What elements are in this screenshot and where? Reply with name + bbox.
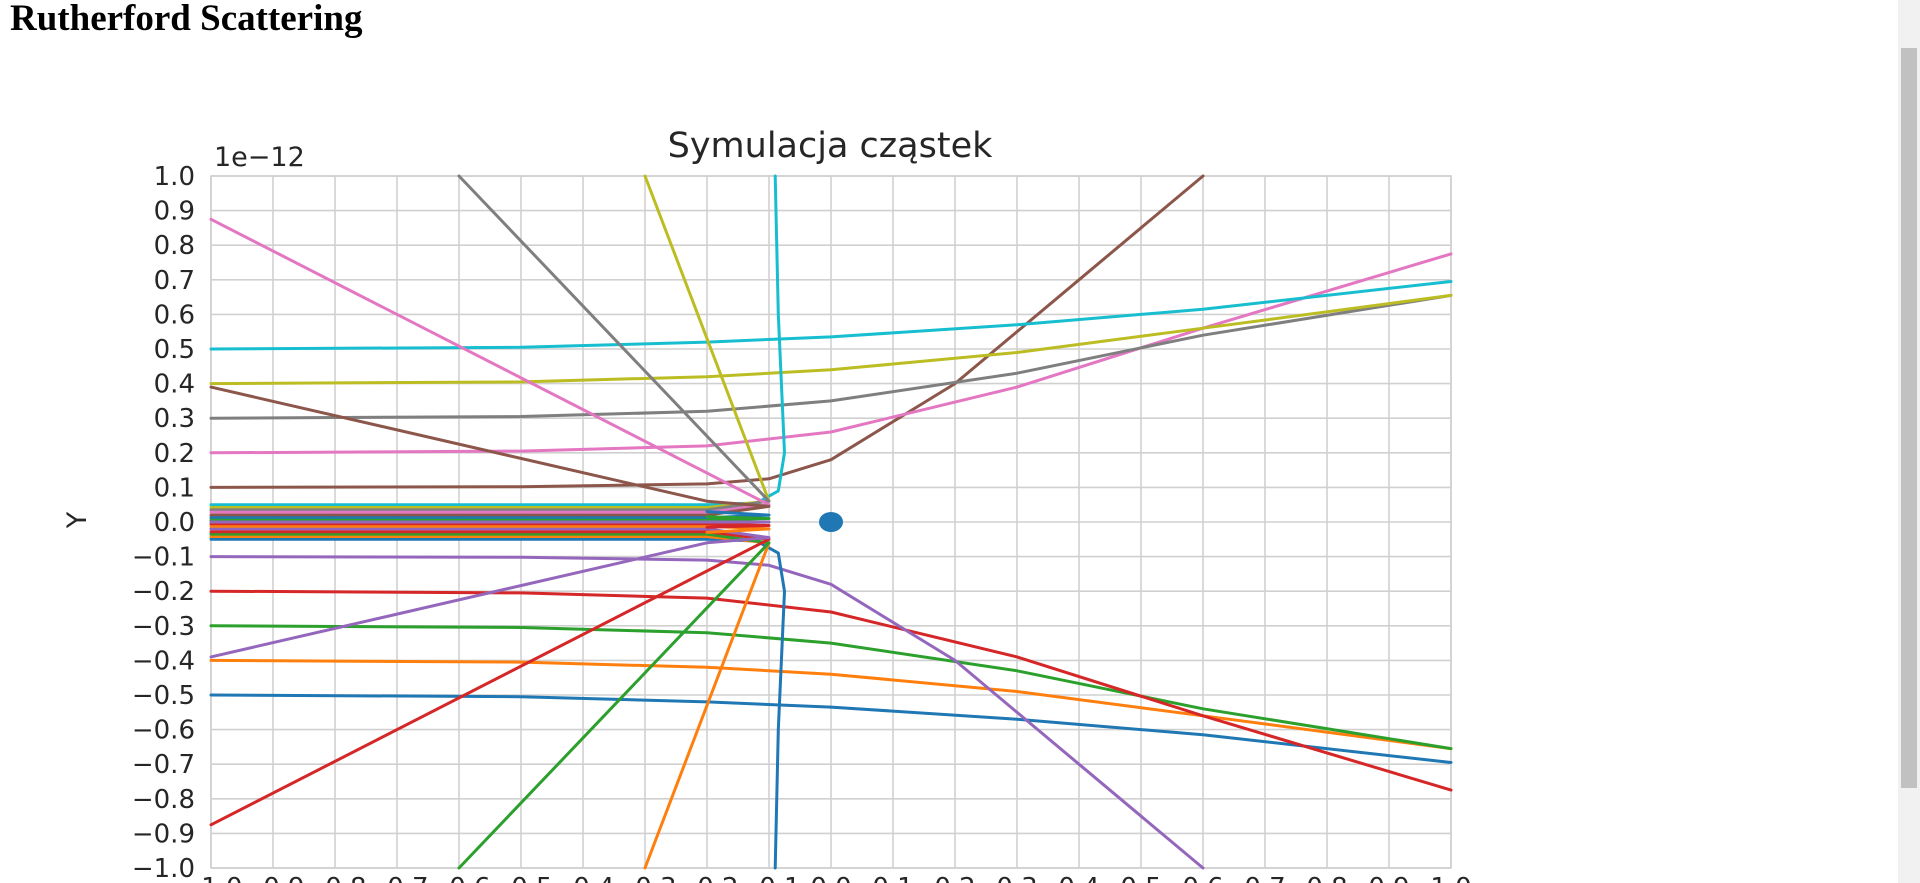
trajectory-line bbox=[209, 293, 1453, 420]
trajectory-line bbox=[209, 293, 1453, 386]
y-axis-label: Y bbox=[62, 511, 93, 529]
page-title: Rutherford Scattering bbox=[10, 0, 363, 39]
y-tick-label: 0.8 bbox=[154, 231, 195, 261]
trajectories bbox=[209, 174, 1453, 870]
y-tick-label: 0.5 bbox=[154, 335, 195, 365]
trajectory-line bbox=[209, 693, 1453, 764]
x-tick-label: −0.3 bbox=[613, 873, 676, 883]
trajectory-line bbox=[209, 174, 786, 507]
x-tick-label: −0.8 bbox=[303, 873, 366, 883]
y-tick-label: −0.2 bbox=[132, 577, 195, 607]
trajectory-line bbox=[209, 555, 1205, 870]
x-tick-label: 1.0 bbox=[1430, 873, 1471, 883]
trajectory-line bbox=[209, 174, 771, 512]
y-tick-label: −0.1 bbox=[132, 543, 195, 573]
x-tick-label: −0.5 bbox=[489, 873, 552, 883]
y-tick-label: 0.1 bbox=[154, 473, 195, 503]
y-tick-label: −0.5 bbox=[132, 681, 195, 711]
chart-title: Symulacja cząstek bbox=[668, 126, 993, 166]
offset-text: 1e−12 bbox=[214, 142, 305, 173]
x-tick-label: −0.4 bbox=[551, 873, 614, 883]
trajectory-line bbox=[209, 217, 771, 514]
trajectory-line bbox=[209, 537, 786, 870]
y-tick-label: −0.4 bbox=[132, 646, 195, 676]
y-tick-label: −0.8 bbox=[132, 785, 195, 815]
x-tick-label: 0.5 bbox=[1120, 873, 1161, 883]
y-tick-label: −1.0 bbox=[132, 854, 195, 883]
trajectory-line bbox=[209, 589, 1453, 792]
x-tick-label: −0.2 bbox=[675, 873, 738, 883]
y-tick-label: −0.7 bbox=[132, 750, 195, 780]
trajectory-line bbox=[209, 515, 771, 522]
x-tick-label: 0.7 bbox=[1244, 873, 1285, 883]
y-tick-label: 0.2 bbox=[154, 439, 195, 469]
trajectory-line bbox=[209, 174, 1205, 489]
y-tick-label: 0.0 bbox=[154, 508, 195, 538]
x-tick-label: −0.9 bbox=[241, 873, 304, 883]
y-tick-label: −0.9 bbox=[132, 819, 195, 849]
y-tick-label: 0.3 bbox=[154, 404, 195, 434]
x-tick-label: −1.0 bbox=[179, 873, 242, 883]
trajectory-line bbox=[209, 624, 1453, 751]
y-tick-label: 0.7 bbox=[154, 266, 195, 296]
y-tick-label: 0.4 bbox=[154, 370, 195, 400]
y-tick-label: −0.6 bbox=[132, 716, 195, 746]
trajectory-line bbox=[209, 522, 771, 529]
trajectory-line bbox=[209, 280, 1453, 351]
vertical-scrollbar[interactable] bbox=[1898, 0, 1920, 883]
x-tick-label: −0.6 bbox=[427, 873, 490, 883]
x-tick-label: 0.1 bbox=[872, 873, 913, 883]
x-tick-label: 0.2 bbox=[934, 873, 975, 883]
y-tick-label: 0.6 bbox=[154, 300, 195, 330]
x-tick-label: 0.0 bbox=[810, 873, 851, 883]
nucleus-point bbox=[819, 512, 843, 532]
trajectory-line bbox=[209, 532, 771, 870]
y-tick-label: 0.9 bbox=[154, 197, 195, 227]
x-tick-label: 0.4 bbox=[1058, 873, 1099, 883]
trajectory-line bbox=[209, 385, 771, 517]
nucleus bbox=[819, 512, 843, 532]
scrollbar-thumb[interactable] bbox=[1901, 48, 1917, 788]
x-tick-label: −0.1 bbox=[737, 873, 800, 883]
trajectory-line bbox=[209, 527, 771, 659]
trajectory-line bbox=[209, 530, 771, 827]
y-tick-label: 1.0 bbox=[154, 162, 195, 192]
axes: 1.00.90.80.70.60.50.40.30.20.10.0−0.1−0.… bbox=[132, 162, 1472, 883]
x-tick-label: 0.8 bbox=[1306, 873, 1347, 883]
x-tick-label: 0.3 bbox=[996, 873, 1037, 883]
x-tick-label: 0.9 bbox=[1368, 873, 1409, 883]
y-tick-label: −0.3 bbox=[132, 612, 195, 642]
x-tick-label: 0.6 bbox=[1182, 873, 1223, 883]
x-tick-label: −0.7 bbox=[365, 873, 428, 883]
